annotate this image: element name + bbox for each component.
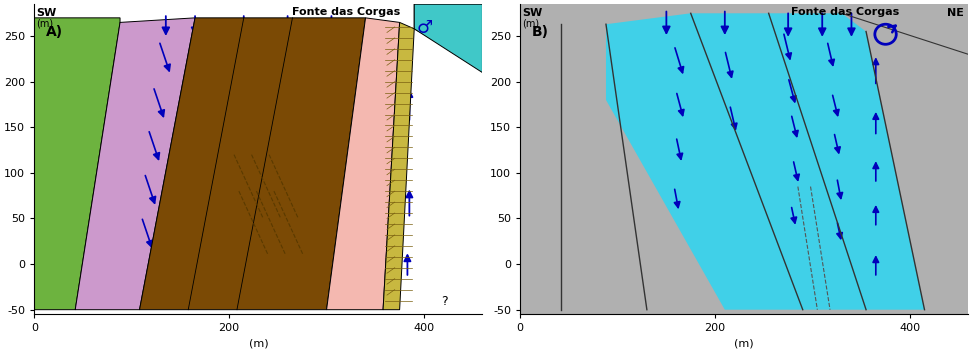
Text: SW: SW [36,8,56,18]
Text: Fonte das Corgas: Fonte das Corgas [293,7,401,17]
Polygon shape [34,18,120,310]
Text: NE: NE [947,8,964,18]
Polygon shape [75,18,195,310]
Text: (m): (m) [523,19,539,29]
Text: ♂: ♂ [416,19,432,37]
Polygon shape [139,18,366,310]
Text: ?: ? [442,295,449,308]
Polygon shape [327,18,400,310]
Text: (m): (m) [36,19,54,29]
Text: Fonte das Corgas: Fonte das Corgas [791,7,899,17]
Text: B): B) [532,25,549,39]
Text: IIE: IIE [463,8,479,18]
Polygon shape [383,22,414,310]
Polygon shape [414,4,483,68]
Polygon shape [414,4,483,73]
Text: A): A) [46,25,63,39]
X-axis label: (m): (m) [248,339,269,349]
Polygon shape [606,13,924,310]
X-axis label: (m): (m) [735,339,754,349]
Text: SW: SW [523,8,542,18]
